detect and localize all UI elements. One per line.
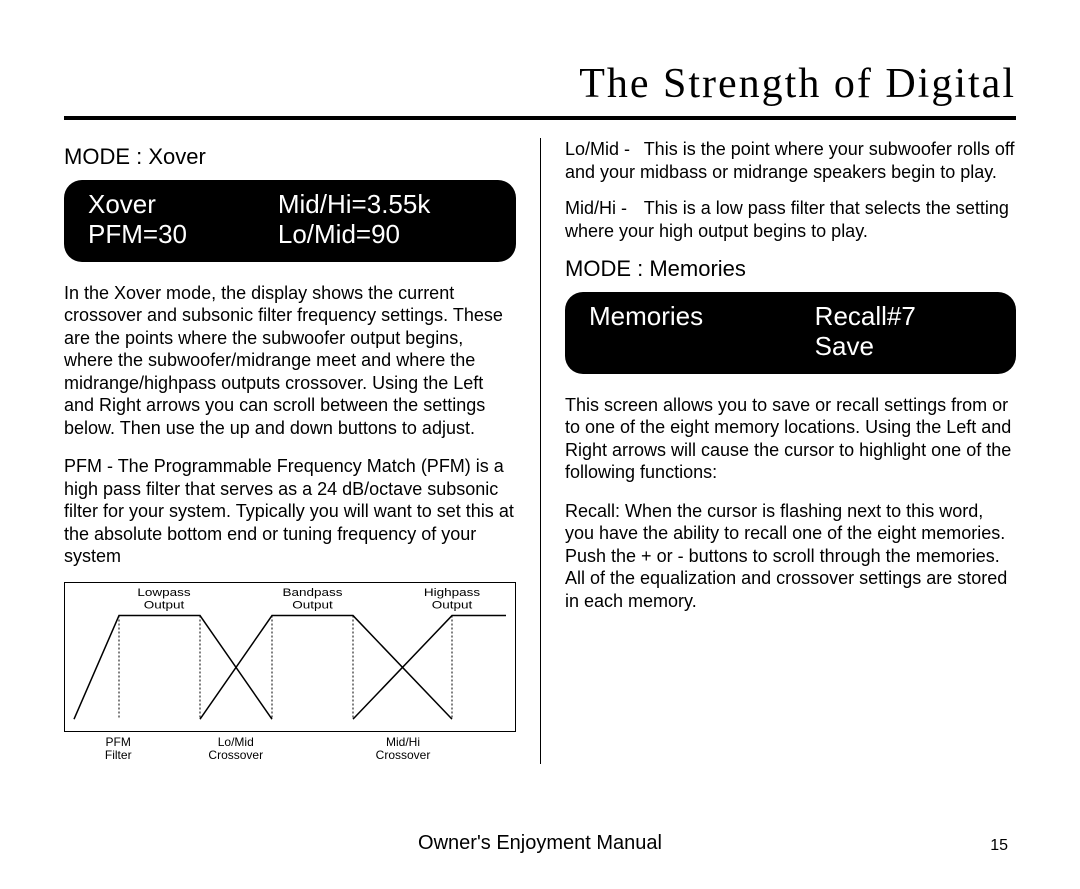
midhi-definition: Mid/Hi - This is a low pass filter that … <box>565 197 1016 242</box>
lomid-definition: Lo/Mid - This is the point where your su… <box>565 138 1016 183</box>
pfm-def-text: The Programmable Frequency Match (PFM) i… <box>64 456 514 566</box>
content-columns: MODE : Xover Xover Mid/Hi=3.55k PFM=30 L… <box>64 138 1016 764</box>
diagram-bottom-label: Lo/Mid Crossover <box>208 736 263 762</box>
memories-description: This screen allows you to save or recall… <box>565 394 1016 484</box>
lcd-xover-r1c1: Xover <box>88 190 278 220</box>
lcd-mem-r2c1 <box>589 332 815 362</box>
page-title: The Strength of Digital <box>64 60 1016 108</box>
recall-def-text: When the cursor is flashing next to this… <box>565 501 1007 611</box>
recall-term: Recall: <box>565 501 620 521</box>
page-number: 15 <box>990 837 1008 855</box>
diagram-bottom-labels: PFM Filter Lo/Mid Crossover Mid/Hi Crossov… <box>64 736 516 764</box>
lcd-mem-r1c1: Memories <box>589 302 815 332</box>
svg-text:Lowpass: Lowpass <box>137 586 190 599</box>
crossover-svg: LowpassOutputBandpassOutputHighpassOutpu… <box>65 583 515 731</box>
lcd-xover-display: Xover Mid/Hi=3.55k PFM=30 Lo/Mid=90 <box>64 180 516 262</box>
diagram-bottom-label: PFM Filter <box>105 736 132 762</box>
svg-text:Output: Output <box>144 598 185 611</box>
svg-text:Highpass: Highpass <box>424 586 480 599</box>
pfm-definition: PFM - The Programmable Frequency Match (… <box>64 455 516 568</box>
lcd-mem-r1c2: Recall#7 <box>815 302 992 332</box>
title-rule <box>64 116 1016 120</box>
lcd-xover-r1c2: Mid/Hi=3.55k <box>278 190 492 220</box>
svg-text:Bandpass: Bandpass <box>283 586 343 599</box>
midhi-term: Mid/Hi - <box>565 197 639 220</box>
recall-definition: Recall: When the cursor is flashing next… <box>565 500 1016 613</box>
svg-text:Output: Output <box>292 598 333 611</box>
lcd-xover-r2c2: Lo/Mid=90 <box>278 220 492 250</box>
footer-text: Owner's Enjoyment Manual <box>0 832 1080 855</box>
crossover-diagram: LowpassOutputBandpassOutputHighpassOutpu… <box>64 582 516 732</box>
lomid-term: Lo/Mid - <box>565 138 639 161</box>
mode-xover-label: MODE : Xover <box>64 144 516 170</box>
lcd-memories-display: Memories Recall#7 Save <box>565 292 1016 374</box>
svg-text:Output: Output <box>432 598 473 611</box>
mode-memories-label: MODE : Memories <box>565 256 1016 282</box>
lcd-xover-r2c1: PFM=30 <box>88 220 278 250</box>
right-column: Lo/Mid - This is the point where your su… <box>540 138 1016 764</box>
left-column: MODE : Xover Xover Mid/Hi=3.55k PFM=30 L… <box>64 138 540 764</box>
diagram-bottom-label: Mid/Hi Crossover <box>376 736 431 762</box>
lcd-mem-r2c2: Save <box>815 332 992 362</box>
xover-description: In the Xover mode, the display shows the… <box>64 282 516 440</box>
pfm-term: PFM - <box>64 456 113 476</box>
